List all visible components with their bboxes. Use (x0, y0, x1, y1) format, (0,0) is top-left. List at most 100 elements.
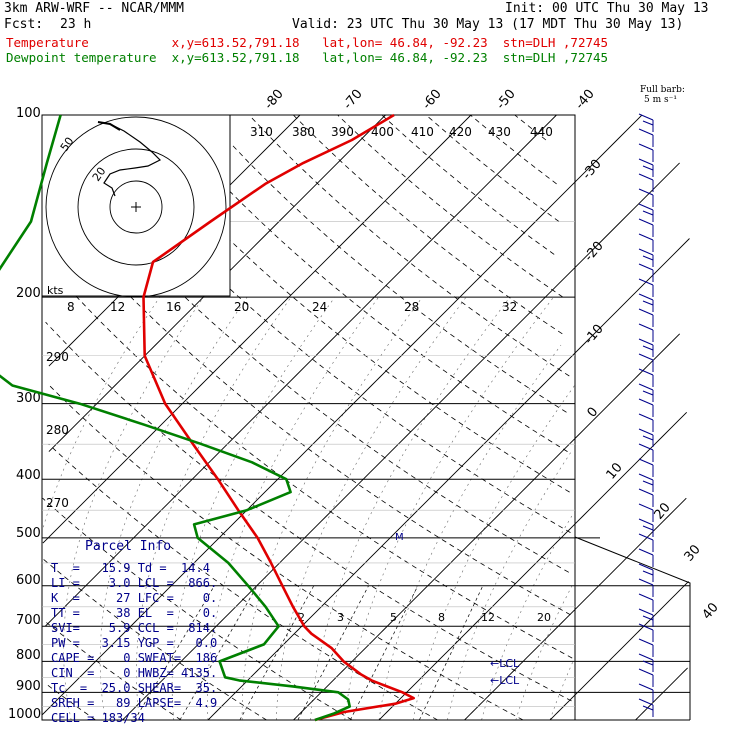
moist-adiabat-line (207, 296, 379, 721)
isotherm-line (41, 114, 643, 716)
hodograph-ring (77, 148, 195, 266)
wind-barb-flag-icon (638, 143, 654, 151)
wind-barb-flag-icon (638, 533, 654, 541)
wind-barb-flag-icon (642, 705, 654, 711)
mixing-ratio-line (134, 585, 215, 721)
hodograph-ring-label: 28 (404, 300, 419, 314)
wind-barb-flag-icon (638, 158, 654, 166)
hodograph-ring-label: 8 (67, 300, 75, 314)
wind-barb-flag-icon (638, 293, 654, 301)
wind-barb-flag-icon (638, 398, 654, 406)
mixing-ratio-label: 2 (298, 611, 305, 624)
wind-barb-flag-icon (642, 570, 654, 576)
pressure-tick-label: 1000 (8, 707, 41, 722)
isotherm-label: -50 (494, 87, 519, 113)
wind-barb-flag-icon (642, 255, 654, 261)
plot-frame-extension (574, 536, 691, 720)
wind-barb-flag-icon (638, 473, 654, 481)
wind-barb-flag-icon (642, 210, 654, 216)
dry-adiabat-line (204, 114, 567, 413)
dry-adiabat-line (46, 203, 571, 616)
isotherm-line (378, 411, 688, 721)
moist-adiabat-line (241, 296, 423, 721)
theta-label: 390 (331, 125, 354, 139)
wind-barb-flag-icon (638, 173, 654, 181)
dry-adiabat-line (470, 114, 557, 185)
valid-time: Valid: 23 UTC Thu 30 May 13 (17 MDT Thu … (292, 17, 684, 32)
pressure-tick-label: 900 (16, 679, 41, 694)
theta-label: 380 (292, 125, 315, 139)
pressure-tick-label: 400 (16, 468, 41, 483)
wind-barb-flag-icon (638, 563, 654, 571)
barb-legend-line1: Full barb: (640, 85, 685, 95)
isotherm-label: -30 (580, 157, 605, 183)
mixing-ratio-line (297, 585, 369, 721)
wind-barb-flag-icon (638, 668, 654, 676)
isotherm-line (549, 581, 689, 721)
parcel-row: SREH = 89 LAPSE= 4.9 (51, 696, 218, 710)
m-marker: M (395, 532, 404, 543)
isotherm-label: -80 (262, 87, 287, 113)
wind-barb-flag-icon (638, 608, 654, 616)
parcel-row: CELL = 183/34 (51, 711, 145, 725)
dewpoint-legend: Dewpoint temperature x,y=613.52,791.18 l… (6, 50, 609, 65)
moist-adiabat-line (310, 296, 511, 721)
wind-barb-flag-icon (638, 113, 654, 121)
wind-barb-flag-icon (642, 165, 654, 171)
theta-side-label: 280 (46, 423, 69, 437)
mixing-ratio-label: 5 (390, 611, 397, 624)
wind-barb-flag-icon (642, 345, 654, 351)
dry-adiabat-line (42, 497, 353, 721)
hodograph-trace-upper (97, 121, 121, 131)
hodograph-kts-label: kts (47, 284, 64, 297)
parcel-row: LI = 3.0 LCL = 866. (51, 576, 218, 590)
parcel-info-title: Parcel Info (85, 539, 172, 554)
theta-label: 430 (488, 125, 511, 139)
wind-barb-flag-icon (638, 188, 654, 196)
mixing-ratio-label: 3 (337, 611, 344, 624)
dry-adiabat-line (45, 321, 572, 702)
wind-barb-flag-icon (642, 615, 654, 621)
wind-barb-flag-icon (638, 653, 654, 661)
mixing-ratio-line (179, 585, 258, 721)
parcel-row: T = 15.9 Td = 14.4 (51, 561, 210, 575)
wind-barb-flag-icon (638, 638, 654, 646)
theta-side-label: 270 (46, 496, 69, 510)
parcel-row: CIN = 0 HWBZ= 4135. (51, 666, 218, 680)
mixing-ratio-line (239, 585, 315, 721)
moist-adiabat-line (447, 451, 572, 721)
isotherm-label: 20 (652, 500, 674, 522)
wind-barb-flag-icon (638, 383, 654, 391)
hodograph-ring-label: 12 (110, 300, 125, 314)
moist-adiabat-line (344, 296, 554, 721)
theta-label: 440 (530, 125, 553, 139)
moist-adiabat-line (135, 296, 292, 721)
isotherm-label: -60 (420, 87, 445, 113)
isotherm-line (635, 667, 688, 721)
pressure-tick-label: 700 (16, 613, 41, 628)
wind-barb-flag-icon (638, 203, 654, 211)
theta-label: 400 (371, 125, 394, 139)
moist-adiabat-line (171, 296, 336, 721)
parcel-row: SVI= 5.9 CCL = 814. (51, 621, 218, 635)
wind-barb-flag-icon (638, 623, 654, 631)
mixing-ratio-label: 8 (438, 611, 445, 624)
hodograph-ring (45, 116, 227, 298)
wind-barb-flag-icon (638, 698, 654, 706)
dry-adiabat-line (46, 622, 182, 721)
pressure-tick-label: 500 (16, 526, 41, 541)
moist-adiabat-line (378, 344, 562, 721)
theta-label: 420 (449, 125, 472, 139)
wind-barb-flag-icon (638, 443, 654, 451)
isotherm-line (464, 497, 687, 721)
wind-barb-flag-icon (638, 323, 654, 331)
hodograph-ring-label: 32 (502, 300, 517, 314)
isotherm-label: 0 (585, 405, 602, 421)
dewpoint-profile-line (0, 114, 352, 722)
wind-barb-flag-icon (638, 413, 654, 421)
forecast-hour: 23 h (60, 17, 92, 32)
moist-adiabat-line (515, 585, 573, 721)
wind-barb-flag-icon (638, 248, 654, 256)
isotherm-line (42, 114, 472, 544)
